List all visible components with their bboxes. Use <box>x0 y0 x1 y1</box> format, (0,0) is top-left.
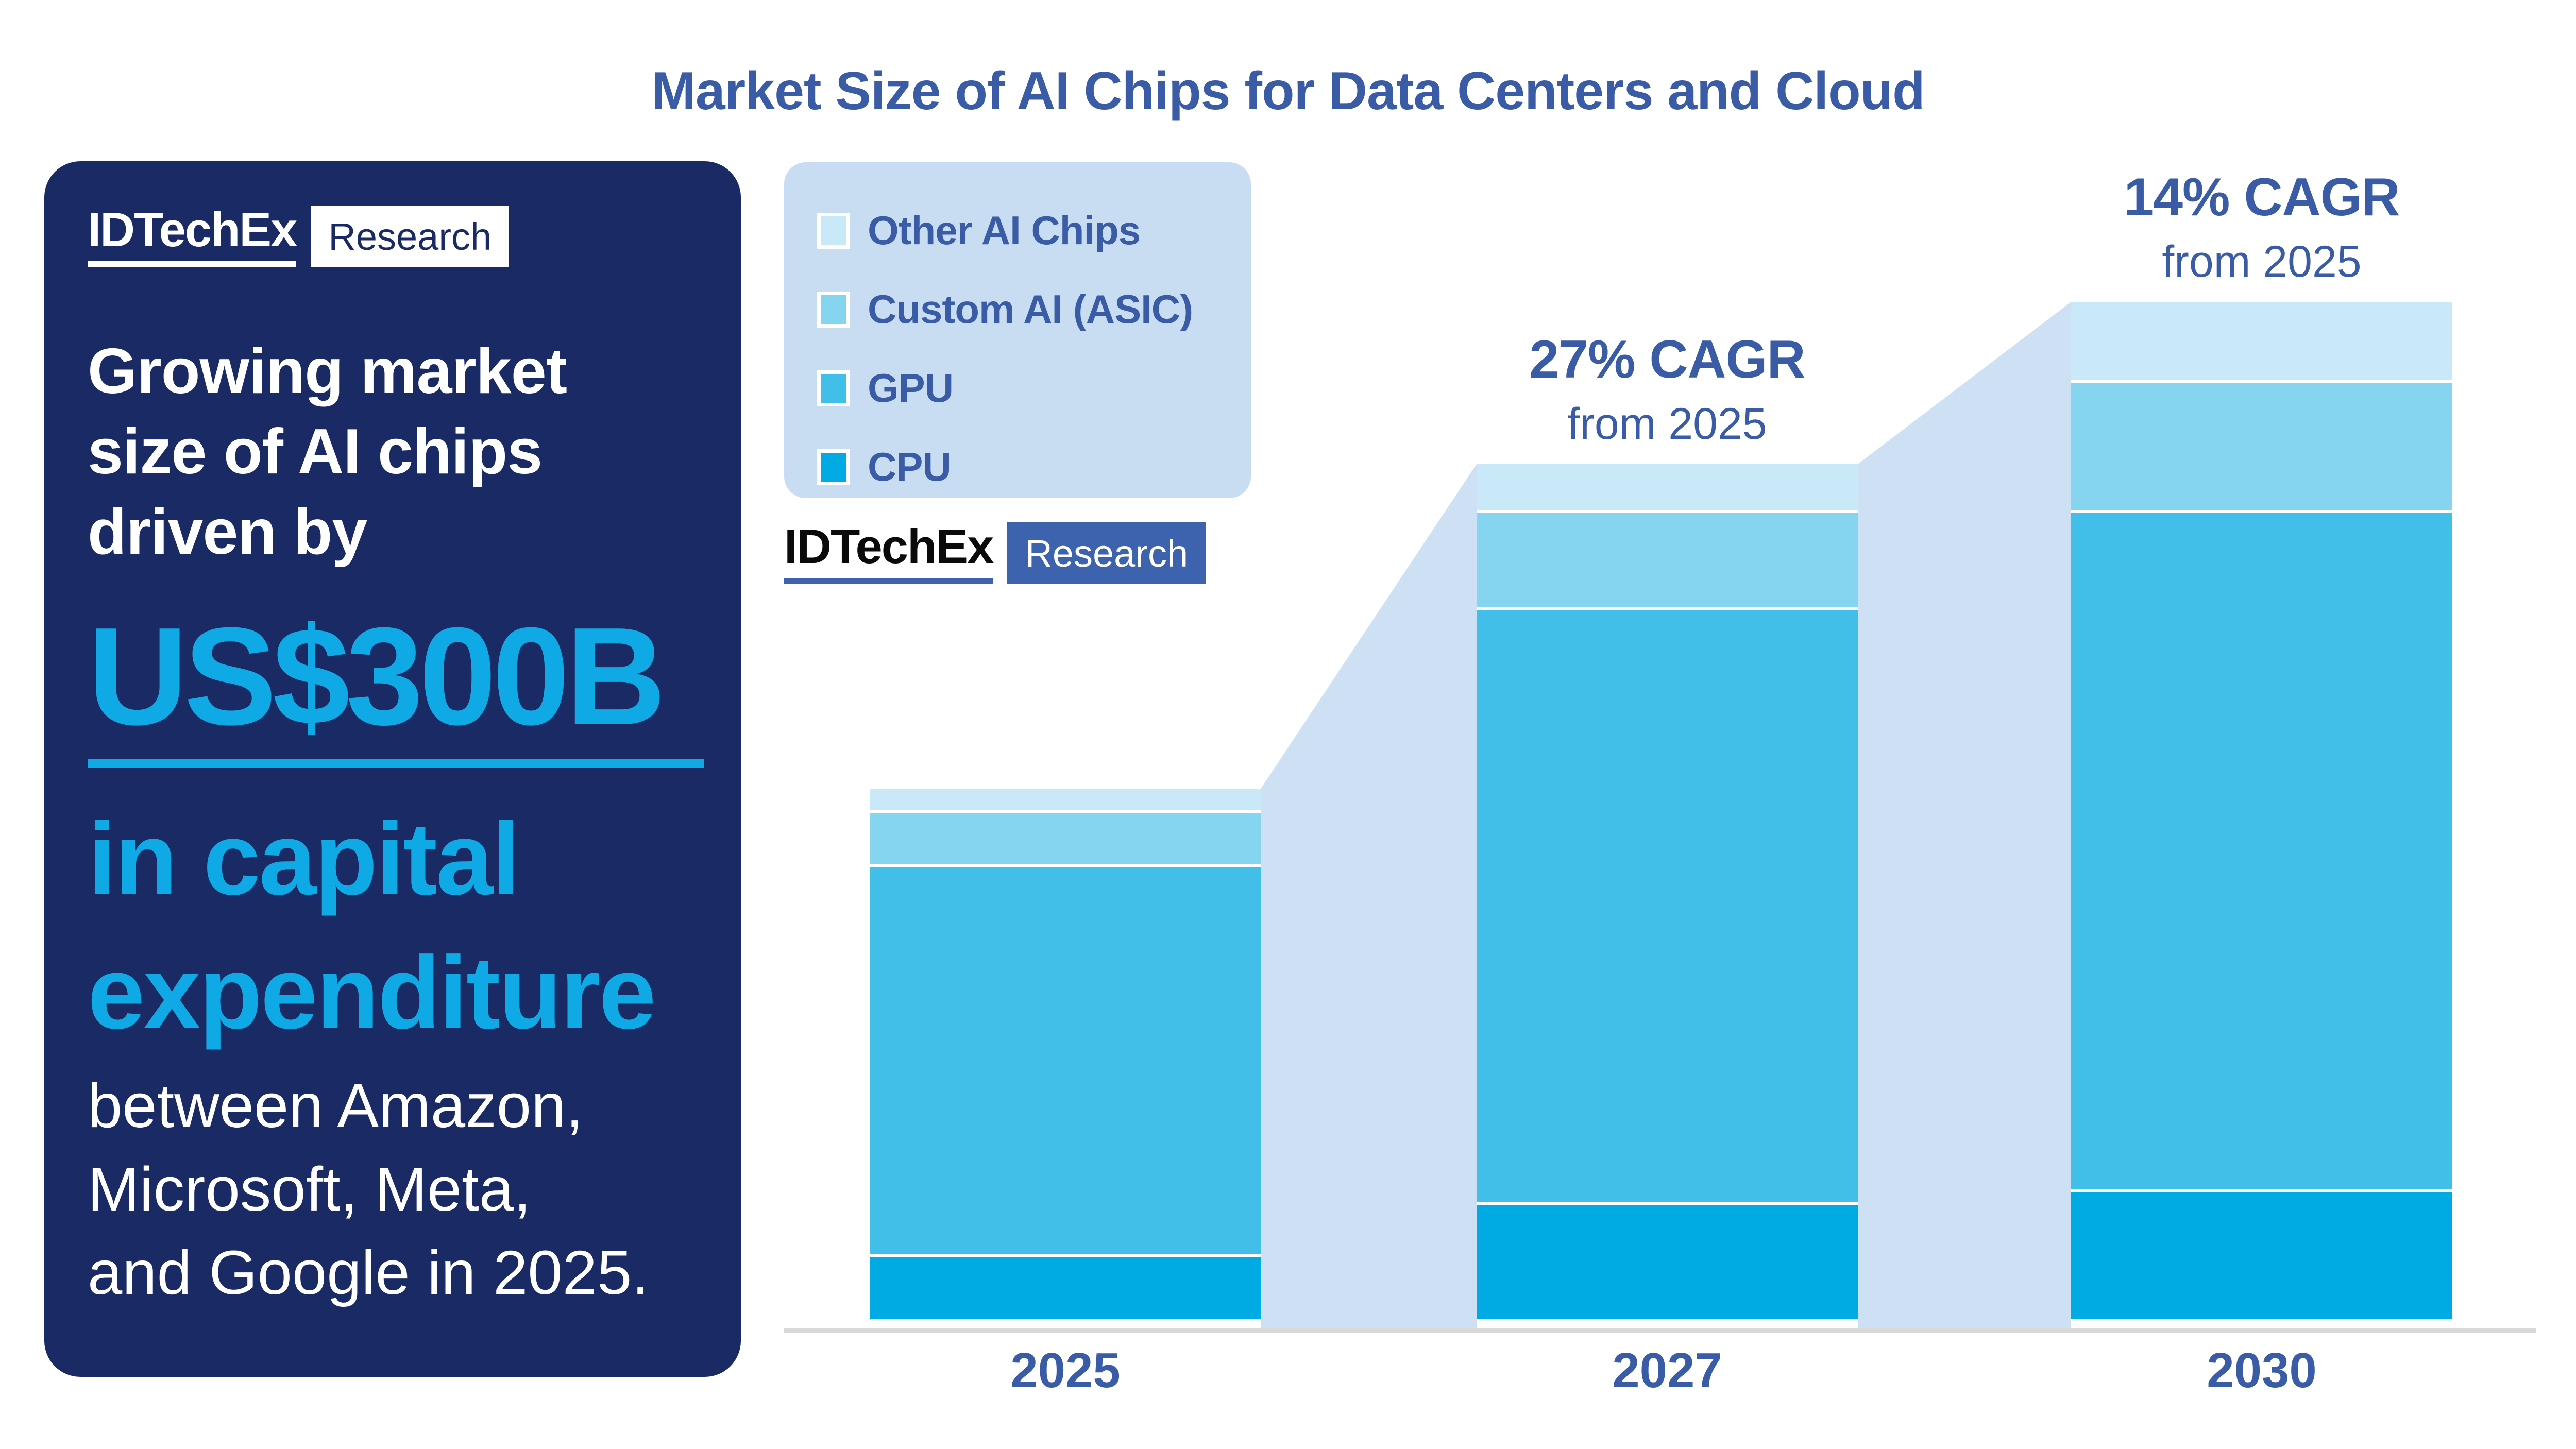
legend-swatch-other-ai-chips <box>817 212 850 249</box>
bar-2025 <box>870 789 1261 1328</box>
cagr-annotation-2030: 14% CAGR from 2025 <box>2040 167 2483 287</box>
connector-2027-2030 <box>1858 302 2071 1328</box>
cagr-value-2030: 14% CAGR <box>2124 167 2400 227</box>
research-badge: Research <box>1007 522 1206 584</box>
legend-item-custom-ai-asic: Custom AI (ASIC) <box>817 270 1251 349</box>
connector-2025-2027 <box>1261 464 1477 1328</box>
bar-2030-segment-gpu <box>2071 510 2452 1189</box>
idtechex-brand-underline <box>784 578 993 584</box>
idtechex-brand-underline <box>88 261 297 267</box>
idtechex-logo-panel: IDTechEx Research <box>88 202 510 267</box>
idtechex-brand-wrap: IDTechEx <box>88 202 297 267</box>
cagr-subtitle-2027: from 2025 <box>1567 399 1767 449</box>
bar-2030 <box>2071 302 2452 1328</box>
bar-2027-segment-gpu <box>1477 607 1858 1202</box>
research-badge: Research <box>311 206 510 267</box>
legend-label-gpu: GPU <box>868 365 954 411</box>
bar-2027-segment-other-ai-chips <box>1477 464 1858 510</box>
side-panel: IDTechEx Research Growing market size of… <box>44 161 741 1377</box>
legend-label-custom-ai-asic: Custom AI (ASIC) <box>868 286 1193 332</box>
cagr-subtitle-2030: from 2025 <box>2162 237 2362 286</box>
legend-item-gpu: GPU <box>817 349 1251 428</box>
bar-2025-segment-gpu <box>870 864 1261 1254</box>
bar-2027-segment-cpu <box>1477 1202 1858 1319</box>
legend-swatch-gpu <box>817 370 850 406</box>
legend-label-other-ai-chips: Other AI Chips <box>868 208 1141 253</box>
bar-2025-segment-custom-ai-asic <box>870 810 1261 864</box>
x-label-2027: 2027 <box>1612 1343 1722 1398</box>
bar-2030-segment-custom-ai-asic <box>2071 380 2452 510</box>
legend-label-cpu: CPU <box>868 444 952 489</box>
highlight-caption: in capital expenditure <box>88 802 656 1050</box>
legend-swatch-custom-ai-asic <box>817 291 850 328</box>
cagr-annotation-2027: 27% CAGR from 2025 <box>1446 329 1889 450</box>
legend-item-other-ai-chips: Other AI Chips <box>817 191 1251 270</box>
legend: Other AI Chips Custom AI (ASIC) GPU CPU <box>784 162 1251 498</box>
panel-divider <box>88 759 704 768</box>
bar-2030-segment-cpu <box>2071 1189 2452 1319</box>
bar-2025-segment-other-ai-chips <box>870 789 1261 810</box>
idtechex-logo-watermark: IDTechEx Research <box>784 522 1206 584</box>
cagr-value-2027: 27% CAGR <box>1529 330 1805 389</box>
chart-title: Market Size of AI Chips for Data Centers… <box>651 61 1925 121</box>
panel-body-text: between Amazon, Microsoft, Meta, and Goo… <box>88 1070 649 1308</box>
panel-headline: Growing market size of AI chips driven b… <box>88 336 567 568</box>
x-label-2025: 2025 <box>1010 1343 1121 1398</box>
x-axis-line <box>784 1328 2536 1333</box>
x-label-2030: 2030 <box>2207 1343 2317 1398</box>
highlight-value: US$300B <box>88 599 666 754</box>
bar-2027-segment-custom-ai-asic <box>1477 510 1858 607</box>
legend-item-cpu: CPU <box>817 428 1251 506</box>
bar-2025-segment-cpu <box>870 1254 1261 1319</box>
bar-2030-segment-other-ai-chips <box>2071 302 2452 380</box>
idtechex-brand-text: IDTechEx <box>784 519 994 573</box>
idtechex-brand-wrap: IDTechEx <box>784 519 994 584</box>
idtechex-brand-text: IDTechEx <box>88 202 297 257</box>
bar-2027 <box>1477 464 1858 1328</box>
legend-swatch-cpu <box>817 449 850 485</box>
side-panel-content: IDTechEx Research Growing market size of… <box>88 161 708 1377</box>
